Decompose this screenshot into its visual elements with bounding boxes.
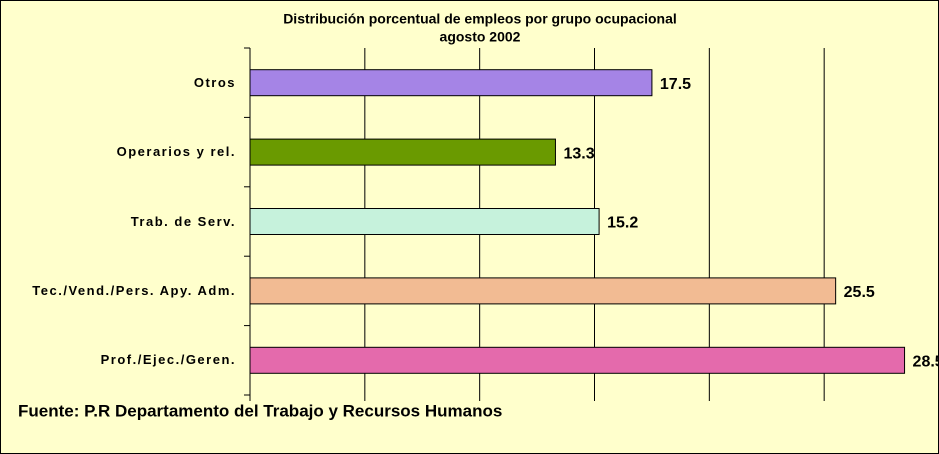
value-label: 17.5 [660,76,691,93]
bar [249,208,600,235]
y-tick-label: Trab. de Serv. [130,213,236,229]
chart-subtitle: agosto 2002 [440,29,521,45]
y-tick-label: Prof./Ejec./Geren. [100,352,236,368]
value-label: 28.5 [913,354,939,371]
value-label: 13.3 [563,145,594,162]
y-tick-label: Tec./Vend./Pers. Apy. Adm. [32,282,236,298]
source-note: Fuente: P.R Departamento del Trabajo y R… [18,401,502,420]
bar [249,69,653,97]
bar [249,138,556,166]
bar [249,277,837,305]
y-tick-label: Otros [193,74,236,90]
value-label: 15.2 [607,215,638,232]
y-tick-label: Operarios y rel. [116,144,236,160]
value-label: 25.5 [844,284,875,301]
bar [249,346,906,374]
chart-title: Distribución porcentual de empleos por g… [283,11,677,27]
